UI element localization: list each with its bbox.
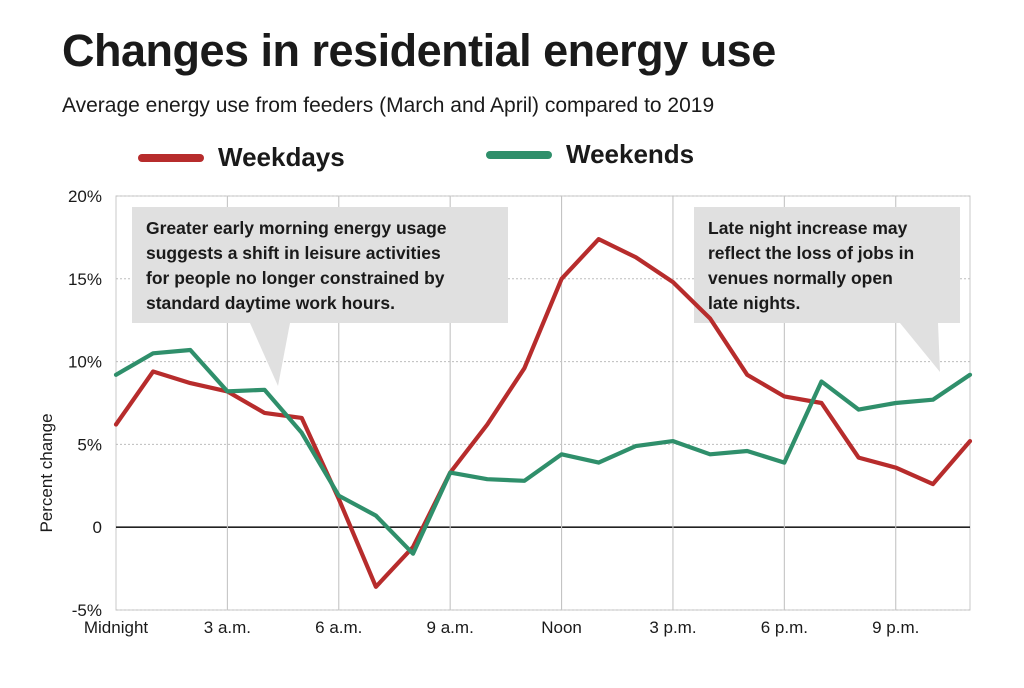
annotation-text: late nights. xyxy=(708,293,800,313)
chart-title: Changes in residential energy use xyxy=(62,25,776,76)
annotation-text: Late night increase may xyxy=(708,218,908,238)
series-line-weekdays xyxy=(113,237,973,589)
annotation-text: for people no longer constrained by xyxy=(146,268,445,288)
x-tick-label: 9 a.m. xyxy=(427,618,474,637)
annotation-text: venues normally open xyxy=(708,268,893,288)
x-tick-label: 6 p.m. xyxy=(761,618,808,637)
y-tick-label: 20% xyxy=(68,187,102,206)
chart-subtitle: Average energy use from feeders (March a… xyxy=(62,94,715,117)
x-tick-label: 3 a.m. xyxy=(204,618,251,637)
y-tick-label: -5% xyxy=(72,601,102,620)
legend-item-weekends: Weekends xyxy=(486,139,694,170)
x-tick-label: 6 a.m. xyxy=(315,618,362,637)
y-tick-label: 10% xyxy=(68,353,102,372)
annotation-text: standard daytime work hours. xyxy=(146,293,395,313)
x-tick-label: 9 p.m. xyxy=(872,618,919,637)
annotation-box xyxy=(132,207,508,323)
y-tick-label: 0 xyxy=(93,518,102,537)
x-tick-label: Midnight xyxy=(84,618,149,637)
legend-item-weekdays: Weekdays xyxy=(138,142,345,173)
annotation-text: reflect the loss of jobs in xyxy=(708,243,914,263)
series-line-weekends xyxy=(113,347,973,556)
annotation-text: suggests a shift in leisure activities xyxy=(146,243,441,263)
annotation-text: Greater early morning energy usage xyxy=(146,218,447,238)
legend-swatch-weekends xyxy=(486,150,552,159)
x-tick-label: 3 p.m. xyxy=(649,618,696,637)
y-axis-label: Percent change xyxy=(37,413,56,532)
y-tick-label: 15% xyxy=(68,270,102,289)
annotation-pointer xyxy=(900,323,940,372)
legend-label-weekdays: Weekdays xyxy=(218,142,345,172)
y-tick-label: 5% xyxy=(77,435,102,454)
x-tick-label: Noon xyxy=(541,618,582,637)
annotation-box xyxy=(694,207,960,323)
annotation-pointer xyxy=(250,323,290,386)
legend-label-weekends: Weekends xyxy=(566,139,695,169)
legend-swatch-weekdays xyxy=(138,153,204,162)
